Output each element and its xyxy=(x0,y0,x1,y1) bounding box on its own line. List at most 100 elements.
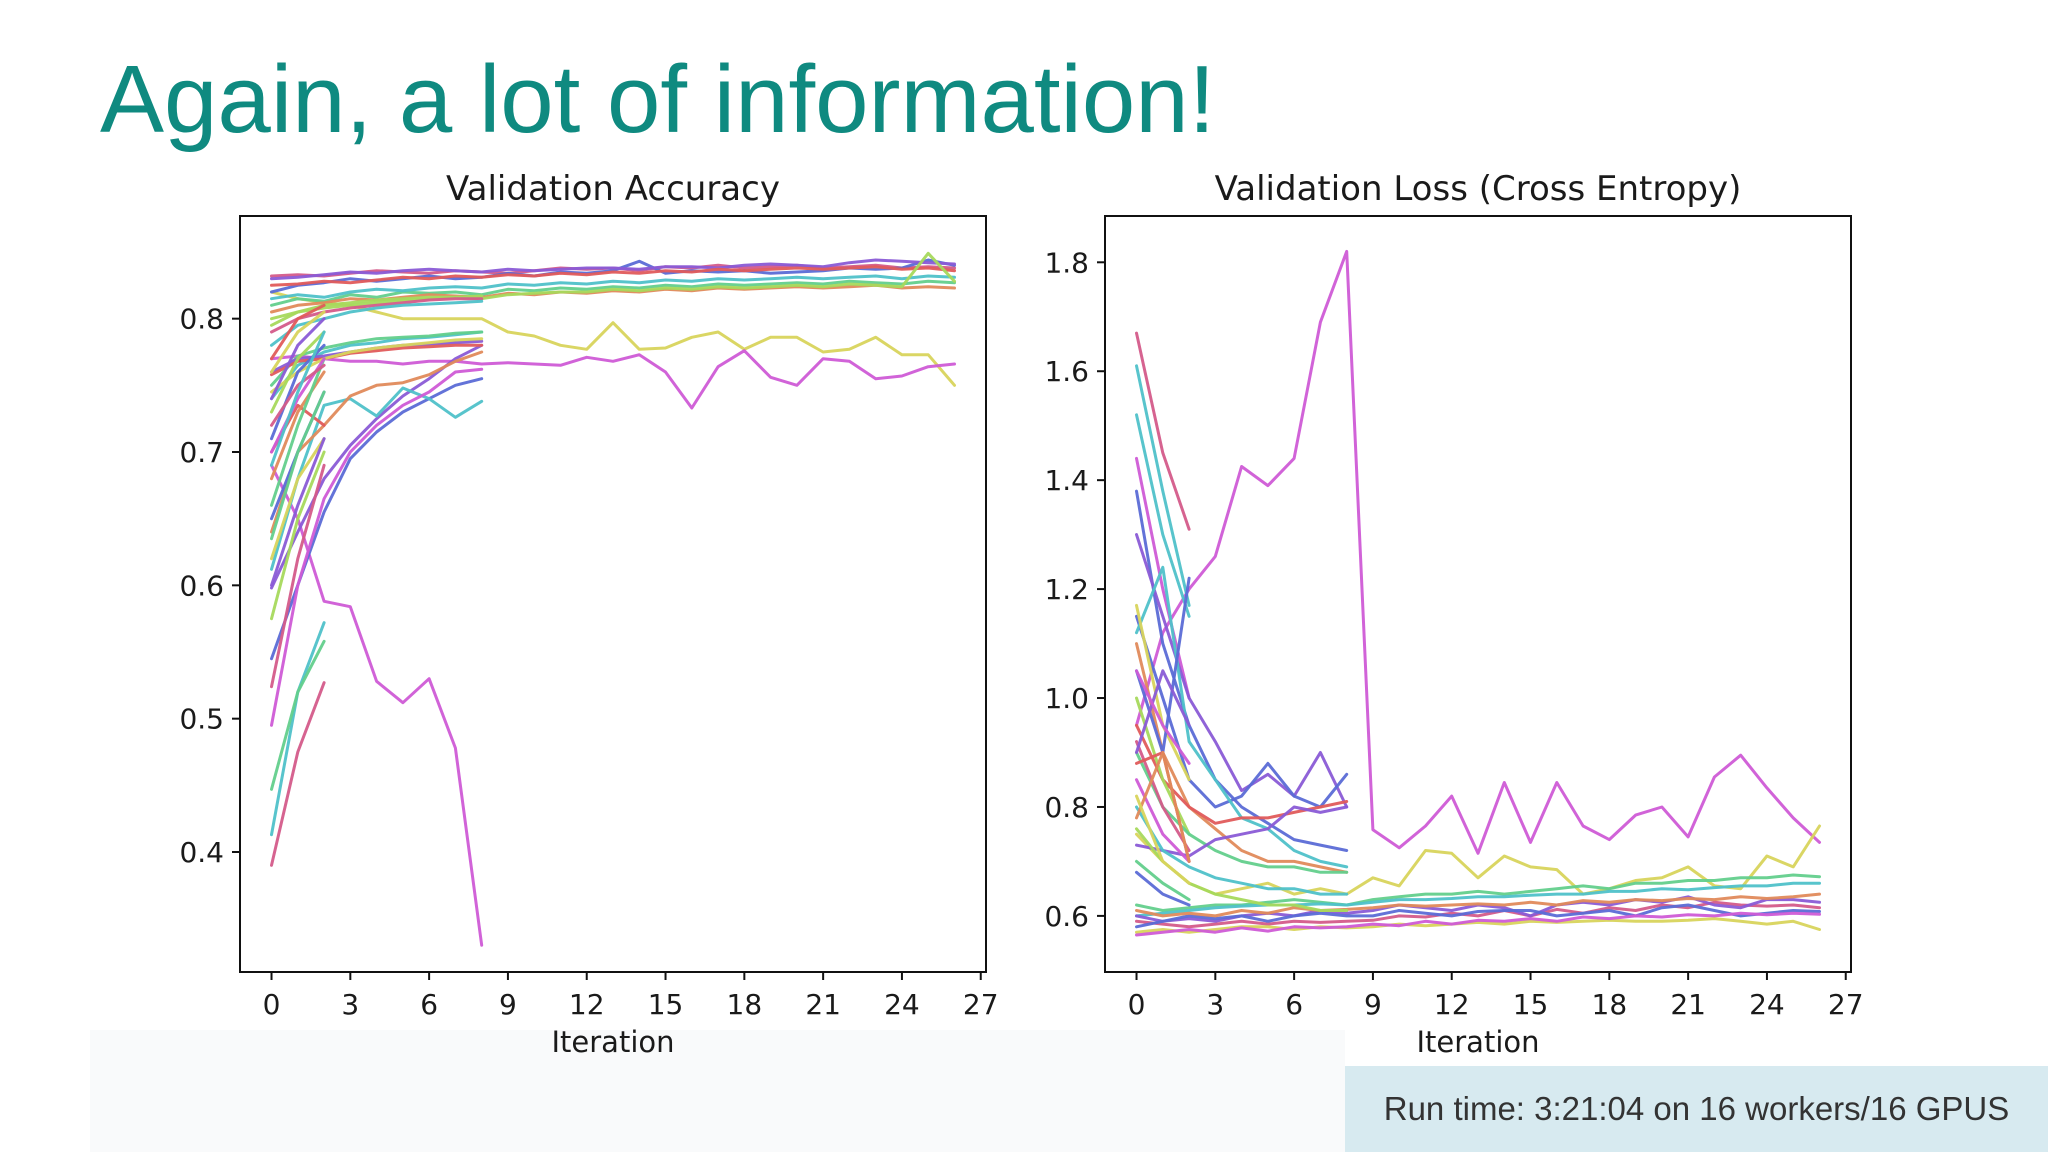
series-line-21 xyxy=(270,450,326,621)
series-line-18 xyxy=(1135,642,1349,874)
series-line-11 xyxy=(1135,364,1191,607)
x-tick-label: 27 xyxy=(1828,988,1864,1021)
plot-area xyxy=(1105,216,1851,972)
series-line-28 xyxy=(1135,805,1349,896)
validation-loss-chart: 0 3 6 9 12 15 18 21 24 27 0.6 0.8 1.0 1.2 1.4 1.6 1.8 Val… xyxy=(1044,169,1863,1059)
series-line-10 xyxy=(1135,331,1191,531)
validation-accuracy-chart: 0 3 6 9 12 15 18 21 24 27 0.4 0.5 0.6 0.7 0.8 Validatio… xyxy=(179,169,998,1059)
series-line-43 xyxy=(270,390,326,541)
plot-frame xyxy=(239,215,987,973)
series-line-8 xyxy=(270,265,956,287)
series-line-8 xyxy=(1135,917,1821,934)
series-line-11 xyxy=(270,681,326,867)
x-tick-label: 12 xyxy=(1434,988,1470,1021)
series-line-38 xyxy=(270,330,326,414)
series-line-31 xyxy=(1135,859,1191,902)
series-line-18 xyxy=(270,350,484,534)
series-line-0 xyxy=(270,290,956,387)
y-tick-label: 1.4 xyxy=(1044,464,1089,497)
x-tick-label: 27 xyxy=(963,988,999,1021)
series-line-14 xyxy=(1135,489,1349,852)
series-line-30 xyxy=(1135,751,1191,863)
x-tick-label: 9 xyxy=(1364,988,1382,1021)
series-line-2 xyxy=(1135,873,1821,912)
x-tick-label: 12 xyxy=(569,988,605,1021)
series-line-4 xyxy=(1135,900,1821,929)
y-tick-label: 0.6 xyxy=(1044,900,1089,933)
x-axis-label: Iteration xyxy=(1416,1025,1539,1059)
series-line-33 xyxy=(270,370,326,481)
series-line-40 xyxy=(270,310,326,374)
x-tick-label: 24 xyxy=(1749,988,1785,1021)
series-line-16 xyxy=(1135,614,1349,809)
series-line-32 xyxy=(270,299,484,347)
y-tick-label: 0.8 xyxy=(1044,791,1089,824)
x-tick-label: 3 xyxy=(341,988,359,1021)
y-tick-label: 0.7 xyxy=(179,436,224,469)
y-tick-label: 0.5 xyxy=(179,703,224,736)
series-line-9 xyxy=(1135,911,1821,937)
x-tick-label: 24 xyxy=(884,988,920,1021)
series-line-3 xyxy=(1135,881,1821,918)
series-line-22 xyxy=(270,437,326,561)
x-tick-label: 6 xyxy=(1285,988,1303,1021)
series-line-29 xyxy=(270,337,484,394)
series-line-31 xyxy=(270,297,484,334)
series-line-23 xyxy=(1135,751,1349,874)
series-line-19 xyxy=(270,463,326,689)
series-line-34 xyxy=(1135,669,1191,754)
y-tick-label: 1.0 xyxy=(1044,682,1089,715)
chart-title: Validation Accuracy xyxy=(446,169,780,209)
series-line-34 xyxy=(270,357,326,507)
y-tick-label: 0.4 xyxy=(179,836,224,869)
slide-title: Again, a lot of information! xyxy=(100,46,1216,153)
x-tick-label: 21 xyxy=(805,988,841,1021)
series-line-13 xyxy=(270,639,326,791)
y-tick-label: 1.6 xyxy=(1044,355,1089,388)
series-line-12 xyxy=(1135,413,1191,618)
series-line-13 xyxy=(1135,456,1191,700)
series-line-42 xyxy=(270,330,326,467)
series-line-24 xyxy=(1135,805,1349,858)
series-line-6 xyxy=(1135,903,1821,929)
x-tick-label: 0 xyxy=(1128,988,1146,1021)
series-line-35 xyxy=(1135,669,1191,765)
y-tick-label: 0.8 xyxy=(179,303,224,336)
x-tick-label: 21 xyxy=(1670,988,1706,1021)
x-axis-label: Iteration xyxy=(551,1025,674,1059)
series-line-9 xyxy=(270,251,956,327)
series-line-15 xyxy=(1135,533,1349,809)
series-line-41 xyxy=(270,303,326,361)
series-line-6 xyxy=(270,274,956,301)
series-line-7 xyxy=(1135,892,1821,918)
x-tick-label: 0 xyxy=(263,988,281,1021)
series-line-17 xyxy=(270,367,484,727)
plot-area-background xyxy=(90,1030,1345,1152)
x-tick-label: 6 xyxy=(420,988,438,1021)
x-tick-label: 18 xyxy=(1592,988,1628,1021)
plot-area xyxy=(240,216,986,972)
x-tick-label: 3 xyxy=(1206,988,1224,1021)
x-tick-label: 15 xyxy=(1513,988,1549,1021)
y-tick-label: 0.6 xyxy=(179,569,224,602)
y-tick-label: 1.2 xyxy=(1044,573,1089,606)
series-line-0 xyxy=(1135,249,1821,855)
runtime-text: Run time: 3:21:04 on 16 workers/16 GPUS xyxy=(1383,1090,2010,1127)
series-line-32 xyxy=(1135,794,1191,885)
series-line-23 xyxy=(270,437,326,587)
x-tick-label: 15 xyxy=(648,988,684,1021)
series-line-25 xyxy=(1135,740,1191,852)
series-line-1 xyxy=(270,349,956,410)
x-tick-label: 9 xyxy=(499,988,517,1021)
chart-title: Validation Loss (Cross Entropy) xyxy=(1215,169,1742,209)
series-line-26 xyxy=(270,330,484,387)
y-tick-label: 1.8 xyxy=(1044,246,1089,279)
series-line-33 xyxy=(1135,870,1191,907)
series-line-37 xyxy=(270,363,326,427)
series-line-4 xyxy=(270,258,956,281)
series-line-5 xyxy=(270,279,956,307)
series-line-16 xyxy=(270,386,484,571)
runtime-note: Run time: 3:21:04 on 16 workers/16 GPUS xyxy=(1345,1066,2048,1152)
series-line-39 xyxy=(270,317,326,401)
series-line-10 xyxy=(270,463,484,947)
